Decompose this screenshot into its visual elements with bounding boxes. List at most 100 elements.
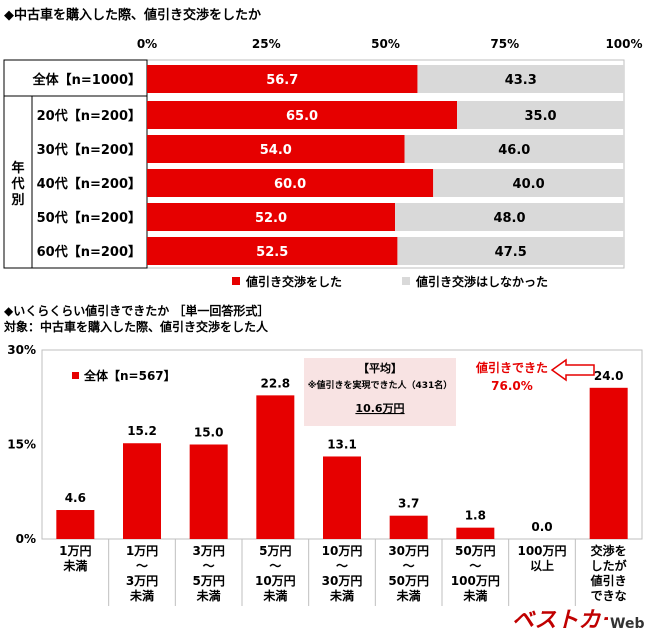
logo-text: ベストカー	[512, 608, 623, 633]
bar	[589, 387, 628, 539]
legend-label: 値引き交渉はしなかった	[415, 274, 548, 289]
data-label: 40.0	[513, 177, 545, 192]
data-label: 22.8	[261, 376, 291, 390]
category-label: 30万円	[388, 544, 429, 558]
category-label: 未満	[462, 588, 487, 603]
category-label: 10万円	[322, 544, 363, 558]
bar-segment	[457, 101, 624, 129]
category-label: 30代【n=200】	[37, 142, 141, 158]
bar-segment	[147, 237, 398, 265]
category-label: 未満	[262, 588, 287, 603]
category-label: ～	[403, 559, 415, 573]
category-label: 30万円	[322, 574, 363, 588]
x-tick-label: 50%	[371, 37, 400, 51]
category-label: ～	[269, 559, 281, 573]
legend-swatch	[402, 277, 410, 285]
data-label: 15.2	[127, 424, 157, 438]
data-label: 0.0	[531, 520, 552, 534]
data-label: 35.0	[524, 109, 556, 124]
legend-label: 値引き交渉をした	[245, 274, 342, 289]
category-label: 50万円	[455, 544, 496, 558]
category-label: 40代【n=200】	[37, 176, 141, 192]
bar	[123, 443, 161, 539]
x-tick-label: 75%	[490, 37, 519, 51]
group-label-char: 別	[10, 193, 24, 208]
average-title: 【平均】	[358, 361, 402, 375]
category-label: 未満	[196, 588, 221, 603]
y-tick-label: 15%	[7, 438, 36, 452]
bar-segment	[147, 65, 418, 93]
callout-arrow-icon	[550, 358, 595, 382]
average-box	[304, 358, 456, 426]
category-label: 20代【n=200】	[37, 108, 141, 124]
bar	[323, 456, 361, 539]
category-label: 60代【n=200】	[37, 244, 141, 260]
bar-segment	[417, 65, 624, 93]
category-label: 10万円	[255, 574, 296, 588]
chart2-title: ◆いくらくらい値引きできたか ［単一回答形式］	[4, 304, 270, 318]
bestcar-web-logo: ベストカー Web	[512, 608, 646, 633]
logo-web-bg	[608, 613, 646, 631]
data-label: 3.7	[398, 497, 419, 511]
chart2-subtitle: 対象：中古車を購入した際、値引き交渉をした人	[4, 320, 269, 334]
category-frame	[3, 59, 148, 269]
legend-swatch	[72, 372, 79, 379]
category-label: 以上	[530, 558, 554, 573]
category-label: 5万円	[259, 544, 291, 558]
category-label: 値引き	[590, 573, 627, 588]
x-tick-label: 25%	[252, 37, 281, 51]
callout-text: 値引きできた	[475, 360, 548, 375]
category-label: ～	[203, 559, 215, 573]
legend-label: 全体【n=567】	[83, 368, 176, 383]
bar-segment	[397, 237, 624, 265]
category-label: 3万円	[126, 574, 158, 588]
data-label: 4.6	[65, 491, 86, 505]
y-tick-label: 30%	[7, 343, 36, 357]
category-label: ～	[469, 559, 481, 573]
data-label: 24.0	[594, 369, 624, 383]
y-tick-label: 0%	[16, 532, 36, 546]
category-label: 未満	[129, 588, 154, 603]
category-label: 5万円	[192, 574, 224, 588]
bar-segment	[147, 203, 396, 231]
bar-segment	[404, 135, 624, 163]
x-tick-label: 100%	[605, 37, 642, 51]
callout-value: 76.0%	[491, 379, 533, 393]
legend-swatch	[232, 277, 240, 285]
chart1-title: ◆中古車を購入した際、値引き交渉をしたか	[4, 8, 261, 23]
data-label: 43.3	[505, 73, 537, 88]
chart2-svg: 0%15%30%4.61万円未満15.21万円～3万円未満15.03万円～5万円…	[7, 343, 643, 606]
bar-segment	[147, 101, 458, 129]
x-tick-label: 0%	[137, 37, 157, 51]
bar-segment	[147, 169, 434, 197]
category-label: 1万円	[126, 544, 158, 558]
category-label: ～	[336, 559, 348, 573]
category-label: 未満	[62, 558, 87, 573]
category-label: 1万円	[59, 544, 91, 558]
bar	[256, 395, 295, 539]
chart1-svg: 0% 25% 50% 75% 100% 年代別 全体【n=1000】 56.7 43.3 20代【…	[3, 37, 643, 289]
data-label: 52.5	[256, 245, 288, 260]
bar	[389, 515, 428, 539]
average-note: ※値引きを実現できた人（431名）	[308, 379, 453, 391]
data-label: 46.0	[498, 143, 530, 158]
category-label: ～	[136, 559, 148, 573]
category-label: 交渉を	[591, 543, 627, 558]
category-label: 50万円	[388, 574, 429, 588]
data-label: 1.8	[465, 509, 486, 523]
bar-segment	[433, 169, 624, 197]
data-label: 15.0	[194, 426, 224, 440]
category-label: 全体【n=1000】	[32, 72, 141, 88]
logo-web-text: Web	[610, 616, 644, 632]
category-label: 100万円	[517, 544, 566, 558]
bar-segment	[147, 135, 405, 163]
data-label: 54.0	[260, 143, 292, 158]
bar	[189, 444, 228, 539]
data-label: 13.1	[327, 437, 357, 451]
data-label: 60.0	[274, 177, 306, 192]
bar	[456, 527, 495, 539]
group-label-char: 代	[10, 176, 24, 192]
bar	[56, 510, 95, 539]
group-label-char: 年	[11, 160, 24, 176]
category-label: したが	[591, 558, 627, 573]
